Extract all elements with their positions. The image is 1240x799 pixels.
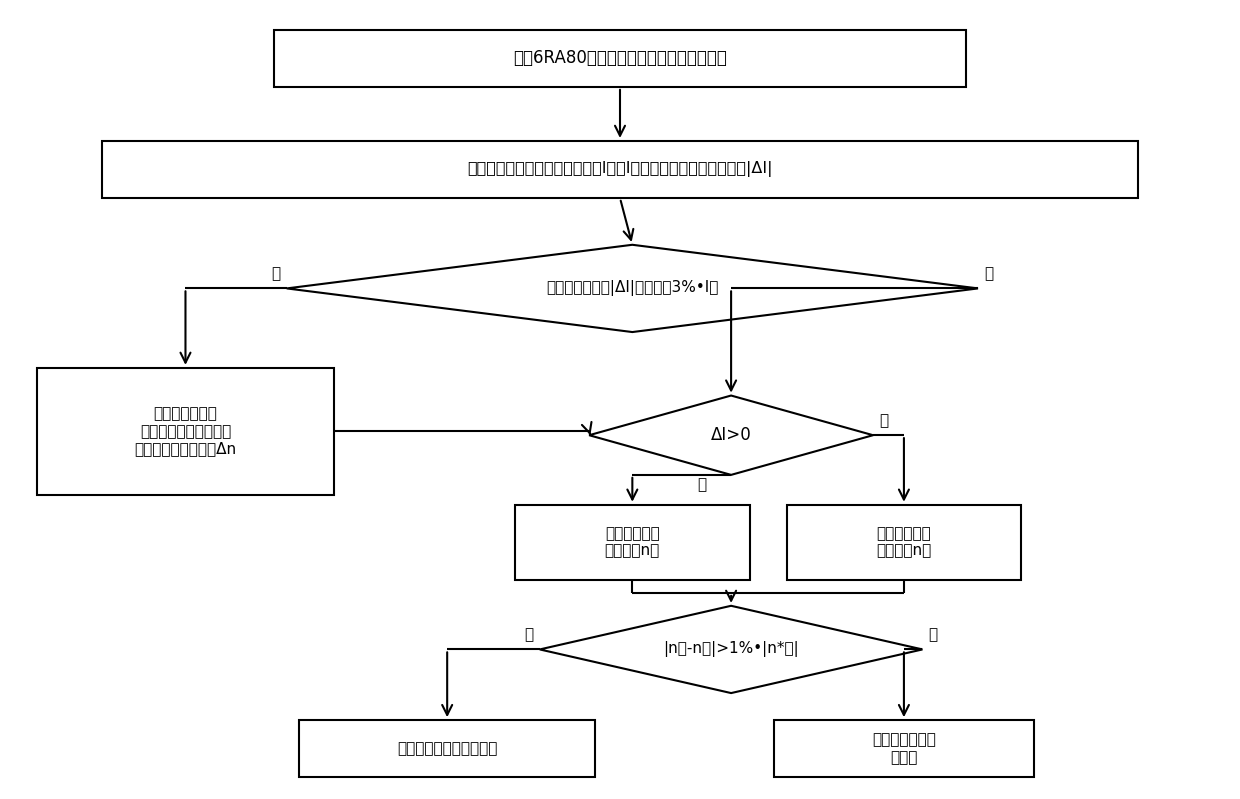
Text: 得到上辊电机
的转速值n上: 得到上辊电机 的转速值n上 — [605, 526, 660, 559]
Text: 是: 是 — [272, 267, 280, 281]
Text: 电流差值绝对值|ΔI|是否大于3%•I上: 电流差值绝对值|ΔI|是否大于3%•I上 — [546, 280, 718, 296]
Bar — [786, 505, 1022, 580]
Text: 是: 是 — [525, 628, 533, 642]
Text: 否: 否 — [985, 267, 993, 281]
Polygon shape — [589, 396, 873, 475]
Text: 调节上辊或者下
辊电机的速度，计算附
加速度给定的微调量Δn: 调节上辊或者下 辊电机的速度，计算附 加速度给定的微调量Δn — [134, 407, 237, 456]
Text: 输出上下辊电机
的转速: 输出上下辊电机 的转速 — [872, 733, 936, 765]
Polygon shape — [286, 244, 978, 332]
Bar — [774, 720, 1033, 777]
Text: ΔI>0: ΔI>0 — [711, 426, 751, 444]
Text: 否: 否 — [879, 413, 888, 428]
Bar — [37, 368, 334, 495]
Text: 得到下辊电机
的转速值n下: 得到下辊电机 的转速值n下 — [877, 526, 931, 559]
Text: 减速换一对新的上下轧辊: 减速换一对新的上下轧辊 — [397, 741, 497, 756]
Text: 否: 否 — [929, 628, 937, 642]
Text: 分别记录上下辊电机的电枢电流I上和I下，计算电流的差值绝对值|ΔI|: 分别记录上下辊电机的电枢电流I上和I下，计算电流的差值绝对值|ΔI| — [467, 161, 773, 177]
Text: 是: 是 — [697, 477, 707, 492]
Polygon shape — [539, 606, 923, 693]
Text: 通过6RA80直流调速器分别启动上下辊电机: 通过6RA80直流调速器分别启动上下辊电机 — [513, 50, 727, 67]
Bar — [274, 30, 966, 87]
Text: |n上-n下|>1%•|n*上|: |n上-n下|>1%•|n*上| — [663, 642, 799, 658]
Bar — [515, 505, 750, 580]
Bar — [102, 141, 1138, 198]
Bar — [299, 720, 595, 777]
